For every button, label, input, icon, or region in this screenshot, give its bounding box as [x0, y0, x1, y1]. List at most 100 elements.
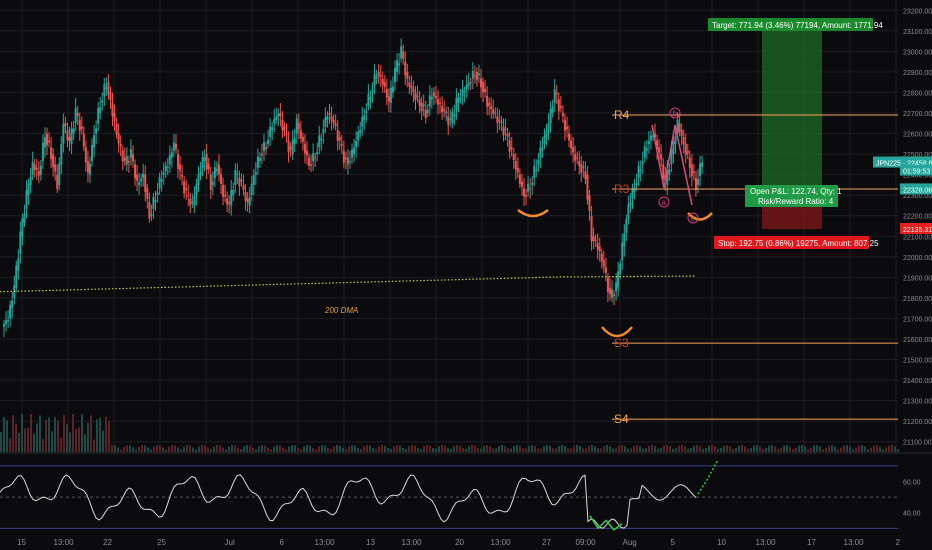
dma-line[interactable] — [0, 275, 696, 293]
volume-bar — [120, 449, 122, 452]
volume-bar — [393, 446, 395, 452]
candle-body — [701, 162, 704, 168]
volume-bar — [321, 445, 323, 452]
candle-body — [236, 173, 239, 175]
candle-body — [445, 111, 448, 113]
rsi-tick-label: 40.00 — [903, 511, 921, 518]
volume-bar — [576, 445, 578, 452]
time-tick-label: 10 — [717, 538, 726, 547]
volume-bar — [33, 433, 35, 452]
time-tick-label: 15 — [17, 538, 26, 547]
price-tick-label: 21600.00 — [903, 337, 932, 344]
price-axis[interactable]: 23200.00 23100.00 23000.00 22900.00 22800.00… — [873, 8, 932, 447]
target-label[interactable]: Target: 771.94 (3.46%) 77194, Amount: 17… — [708, 18, 883, 31]
volume-bar — [537, 448, 539, 452]
volume-bar — [699, 446, 701, 452]
candle-body — [146, 188, 149, 199]
time-tick-label: 13:00 — [491, 538, 512, 547]
volume-bar — [516, 445, 518, 452]
candle-body — [19, 231, 22, 254]
candle-body — [41, 142, 44, 161]
volume-bar — [75, 428, 77, 452]
candle-body — [213, 167, 216, 179]
candle-body — [346, 157, 349, 165]
candle-body — [344, 157, 347, 160]
candle-body — [699, 163, 702, 177]
volume-bar — [840, 447, 842, 452]
volume-bar — [27, 427, 29, 452]
volume-bar — [24, 428, 26, 452]
stop-label[interactable]: Stop: 192.75 (0.86%) 19275, Amount: 807.… — [714, 236, 879, 249]
volume-bar — [414, 445, 416, 452]
candle-body — [287, 140, 290, 153]
volume-bar — [687, 448, 689, 452]
candle-body — [676, 120, 679, 134]
volume-bar — [600, 448, 602, 452]
volume-bar — [84, 434, 86, 452]
candle-body — [465, 84, 468, 90]
volume-bar — [447, 448, 449, 452]
candle-body — [514, 160, 517, 170]
dma-label: 200 DMA — [324, 306, 358, 315]
arc-left — [517, 208, 549, 218]
volume-bar — [57, 420, 59, 452]
volume-bar — [798, 445, 800, 452]
candle-body — [127, 160, 130, 163]
rsi-line[interactable] — [0, 474, 697, 529]
volume-bar — [603, 445, 605, 452]
volume-bar — [453, 446, 455, 452]
candle-body — [256, 156, 259, 168]
volume-bar — [372, 447, 374, 452]
volume-bar — [456, 445, 458, 452]
candle-body — [420, 102, 423, 112]
price-chart[interactable]: 200 DMA R4 R3 S3 S4 a b c Target: 771.94 (3.46%)… — [0, 0, 932, 455]
candle-body — [606, 277, 609, 292]
candle-body — [488, 102, 491, 106]
candle-body — [629, 202, 632, 206]
price-badge-text: 01:59:53 — [903, 169, 930, 176]
candle-body — [228, 202, 231, 204]
candle-body — [183, 181, 186, 194]
volume-bar — [846, 445, 848, 452]
volume-bar — [183, 446, 185, 452]
volume-bar — [381, 445, 383, 452]
candle-body — [201, 157, 204, 168]
volume-bar — [819, 446, 821, 452]
volume-bar — [663, 445, 665, 452]
candle-body — [262, 142, 265, 151]
candle-body — [154, 199, 157, 203]
candle-body — [500, 121, 503, 124]
candle-body — [660, 154, 663, 160]
candle-body — [193, 196, 196, 206]
candle-body — [590, 215, 593, 242]
rsi-pane[interactable]: 60.00 40.00 — [0, 455, 932, 533]
candle-body — [621, 242, 624, 261]
volume-bar — [153, 446, 155, 452]
volume-bar — [114, 445, 116, 452]
candle-body — [56, 174, 59, 189]
volume-bar — [285, 449, 287, 452]
candle-body — [258, 157, 261, 161]
time-tick-label: 22 — [103, 538, 112, 547]
candle-body — [326, 116, 329, 120]
target-zone[interactable] — [762, 30, 822, 190]
volume-bar — [597, 448, 599, 452]
time-axis[interactable]: 15 13:00 22 25 Jul 6 13:00 13 13:00 20 13:00 27 09:0… — [0, 533, 932, 550]
volume-bar — [669, 446, 671, 452]
volume-bar — [732, 448, 734, 452]
candle-body — [516, 167, 519, 173]
volume-bar — [489, 445, 491, 452]
candle-body — [697, 179, 699, 185]
candle-body — [93, 135, 96, 148]
candle-body — [408, 82, 411, 87]
abc-lines[interactable] — [651, 124, 693, 206]
pivot-levels: R4 R3 S3 S4 — [612, 108, 898, 426]
candle-body — [467, 82, 470, 86]
volume-bar — [897, 449, 899, 452]
volume-bar — [873, 445, 875, 452]
volume-bar — [609, 446, 611, 452]
volume-bar — [234, 445, 236, 452]
time-tick-label: 6 — [280, 538, 285, 547]
volume-bar — [423, 446, 425, 452]
